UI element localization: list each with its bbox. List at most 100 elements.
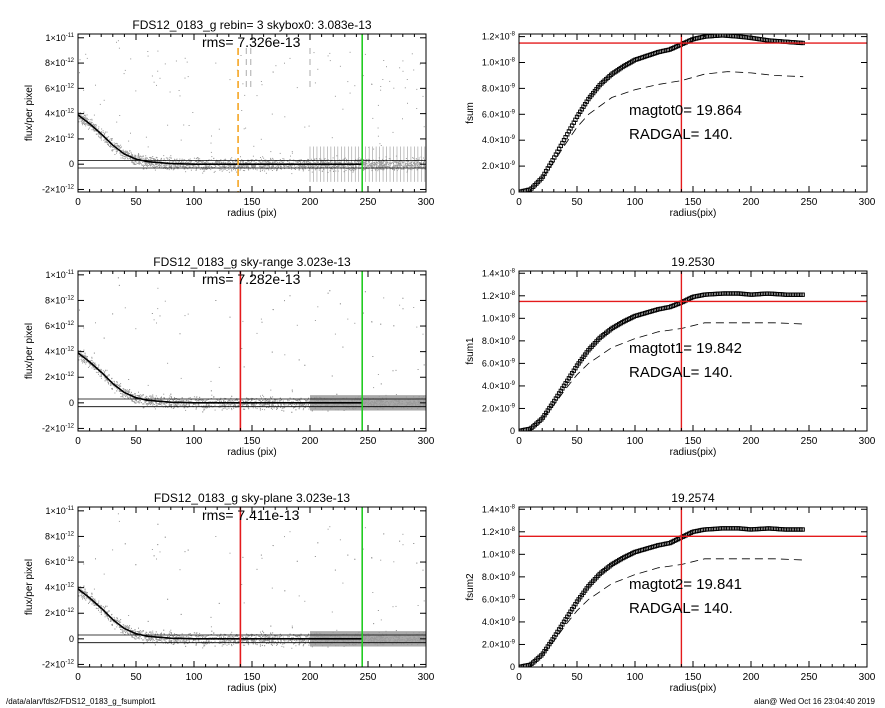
data-point bbox=[164, 63, 166, 65]
data-point bbox=[276, 170, 277, 172]
data-point bbox=[352, 168, 354, 170]
data-point bbox=[188, 161, 190, 163]
data-point bbox=[388, 163, 390, 165]
data-point bbox=[414, 163, 416, 165]
data-point bbox=[169, 156, 171, 158]
data-point bbox=[310, 162, 312, 164]
data-point bbox=[209, 164, 211, 166]
data-point bbox=[250, 404, 252, 406]
data-point bbox=[157, 164, 159, 166]
data-point bbox=[93, 130, 95, 132]
data-point bbox=[383, 297, 385, 299]
data-point bbox=[401, 162, 403, 164]
data-point bbox=[288, 166, 290, 168]
data-point bbox=[305, 165, 307, 167]
data-point bbox=[192, 165, 194, 167]
data-point bbox=[403, 168, 404, 170]
data-point bbox=[80, 114, 82, 116]
data-point bbox=[168, 397, 170, 399]
data-point bbox=[104, 371, 106, 373]
data-point bbox=[165, 405, 167, 407]
data-point bbox=[116, 143, 118, 145]
data-point bbox=[269, 400, 271, 402]
data-point bbox=[270, 165, 272, 167]
data-point bbox=[179, 165, 181, 166]
data-point bbox=[167, 362, 169, 364]
data-point bbox=[223, 165, 225, 167]
data-point bbox=[244, 162, 246, 164]
data-point bbox=[296, 165, 298, 167]
data-point bbox=[380, 166, 381, 168]
data-point bbox=[168, 404, 170, 406]
data-point bbox=[95, 126, 97, 128]
data-point bbox=[116, 383, 118, 385]
data-point bbox=[186, 162, 188, 164]
data-point bbox=[301, 166, 303, 168]
data-point bbox=[84, 121, 85, 123]
data-point bbox=[223, 397, 225, 399]
data-point bbox=[409, 165, 411, 167]
data-point bbox=[216, 162, 218, 164]
data-point bbox=[108, 383, 110, 385]
data-point bbox=[354, 161, 356, 163]
data-point bbox=[145, 162, 147, 164]
data-point bbox=[139, 163, 141, 164]
data-point bbox=[247, 168, 249, 170]
y-tick-label: 8×10-12 bbox=[45, 58, 75, 68]
data-point bbox=[295, 160, 297, 162]
profile-2-panel: rms= 7.282e-130 50 100 150 200 250 3001×10-118… bbox=[24, 255, 435, 458]
data-point bbox=[147, 146, 149, 148]
data-point bbox=[299, 165, 301, 167]
data-point bbox=[266, 165, 268, 167]
data-point bbox=[362, 166, 364, 168]
data-point bbox=[93, 114, 95, 116]
data-point bbox=[84, 114, 86, 116]
data-point bbox=[154, 160, 156, 162]
data-point bbox=[300, 397, 302, 399]
data-point bbox=[216, 161, 218, 163]
data-point bbox=[107, 375, 109, 377]
data-point bbox=[93, 128, 95, 130]
data-point bbox=[120, 393, 122, 394]
data-point bbox=[183, 403, 185, 405]
data-point bbox=[95, 124, 97, 126]
data-point bbox=[184, 77, 186, 79]
data-point bbox=[423, 164, 425, 166]
data-point bbox=[178, 90, 180, 91]
data-point bbox=[368, 161, 369, 162]
data-point bbox=[128, 140, 130, 142]
data-point bbox=[252, 403, 254, 405]
data-point bbox=[238, 165, 240, 167]
data-point bbox=[165, 165, 167, 167]
data-point bbox=[86, 123, 88, 124]
data-point bbox=[146, 168, 148, 170]
x-tick-label: 200 bbox=[743, 197, 760, 208]
data-point bbox=[182, 165, 184, 167]
data-point bbox=[205, 168, 207, 170]
data-point bbox=[111, 139, 113, 141]
data-point bbox=[187, 162, 189, 164]
data-point bbox=[164, 404, 166, 406]
data-point bbox=[325, 165, 327, 167]
data-point bbox=[321, 165, 323, 167]
data-point bbox=[196, 162, 198, 164]
data-point bbox=[81, 357, 83, 359]
data-point bbox=[308, 159, 309, 161]
data-point bbox=[269, 161, 271, 163]
data-point bbox=[203, 161, 205, 163]
data-point bbox=[138, 161, 140, 163]
data-point bbox=[153, 319, 155, 321]
data-point bbox=[127, 152, 129, 154]
data-point bbox=[302, 168, 304, 170]
data-point bbox=[161, 157, 162, 159]
data-point bbox=[164, 164, 166, 165]
data-point bbox=[154, 160, 156, 162]
data-point bbox=[158, 403, 160, 405]
data-point bbox=[385, 162, 387, 164]
data-point bbox=[380, 160, 382, 162]
data-point bbox=[291, 162, 293, 164]
data-point bbox=[298, 404, 300, 406]
data-point bbox=[336, 155, 338, 157]
data-point bbox=[262, 161, 263, 163]
data-point bbox=[192, 165, 194, 167]
